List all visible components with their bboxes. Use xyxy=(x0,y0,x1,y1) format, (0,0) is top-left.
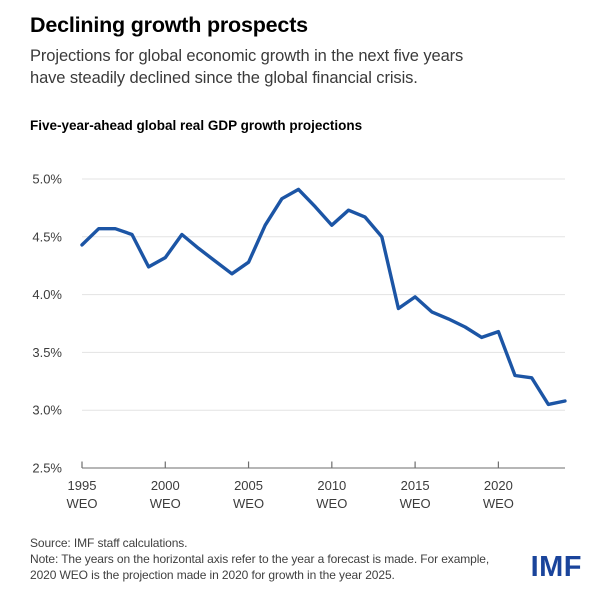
subtitle-line-1: Projections for global economic growth i… xyxy=(30,47,464,65)
y-tick-label: 2.5% xyxy=(32,461,62,476)
x-tick-label-weo: WEO xyxy=(483,496,514,511)
x-tick-label-weo: WEO xyxy=(66,496,97,511)
x-tick-label-weo: WEO xyxy=(400,496,431,511)
y-tick-label: 4.0% xyxy=(32,287,62,302)
x-tick-label-year: 2005 xyxy=(234,478,263,493)
x-tick-label-weo: WEO xyxy=(233,496,264,511)
imf-logo: IMF xyxy=(530,551,582,583)
x-tick-label-year: 2000 xyxy=(151,478,180,493)
y-tick-label: 3.0% xyxy=(32,403,62,418)
gdp-projection-line xyxy=(80,187,567,407)
x-tick-label-year: 2015 xyxy=(401,478,430,493)
chart-title: Five-year-ahead global real GDP growth p… xyxy=(30,118,363,133)
x-tick-label-weo: WEO xyxy=(316,496,347,511)
y-tick-label: 3.5% xyxy=(32,345,62,360)
x-tick-label-year: 2020 xyxy=(484,478,513,493)
chart-subtitle: Projections for global economic growth i… xyxy=(30,45,463,89)
x-tick-label-weo: WEO xyxy=(150,496,181,511)
x-tick-label-year: 1995 xyxy=(68,478,97,493)
subtitle-line-2: have steadily declined since the global … xyxy=(30,69,418,87)
page-title: Declining growth prospects xyxy=(30,13,308,37)
note-line-2: 2020 WEO is the projection made in 2020 … xyxy=(30,568,395,582)
x-tick-label-year: 2010 xyxy=(317,478,346,493)
source-note: Source: IMF staff calculations. xyxy=(30,536,188,550)
chart-footnotes: Source: IMF staff calculations. Note: Th… xyxy=(30,535,530,583)
y-tick-label: 5.0% xyxy=(32,172,62,187)
note-line-1: Note: The years on the horizontal axis r… xyxy=(30,552,490,566)
y-tick-label: 4.5% xyxy=(32,229,62,244)
